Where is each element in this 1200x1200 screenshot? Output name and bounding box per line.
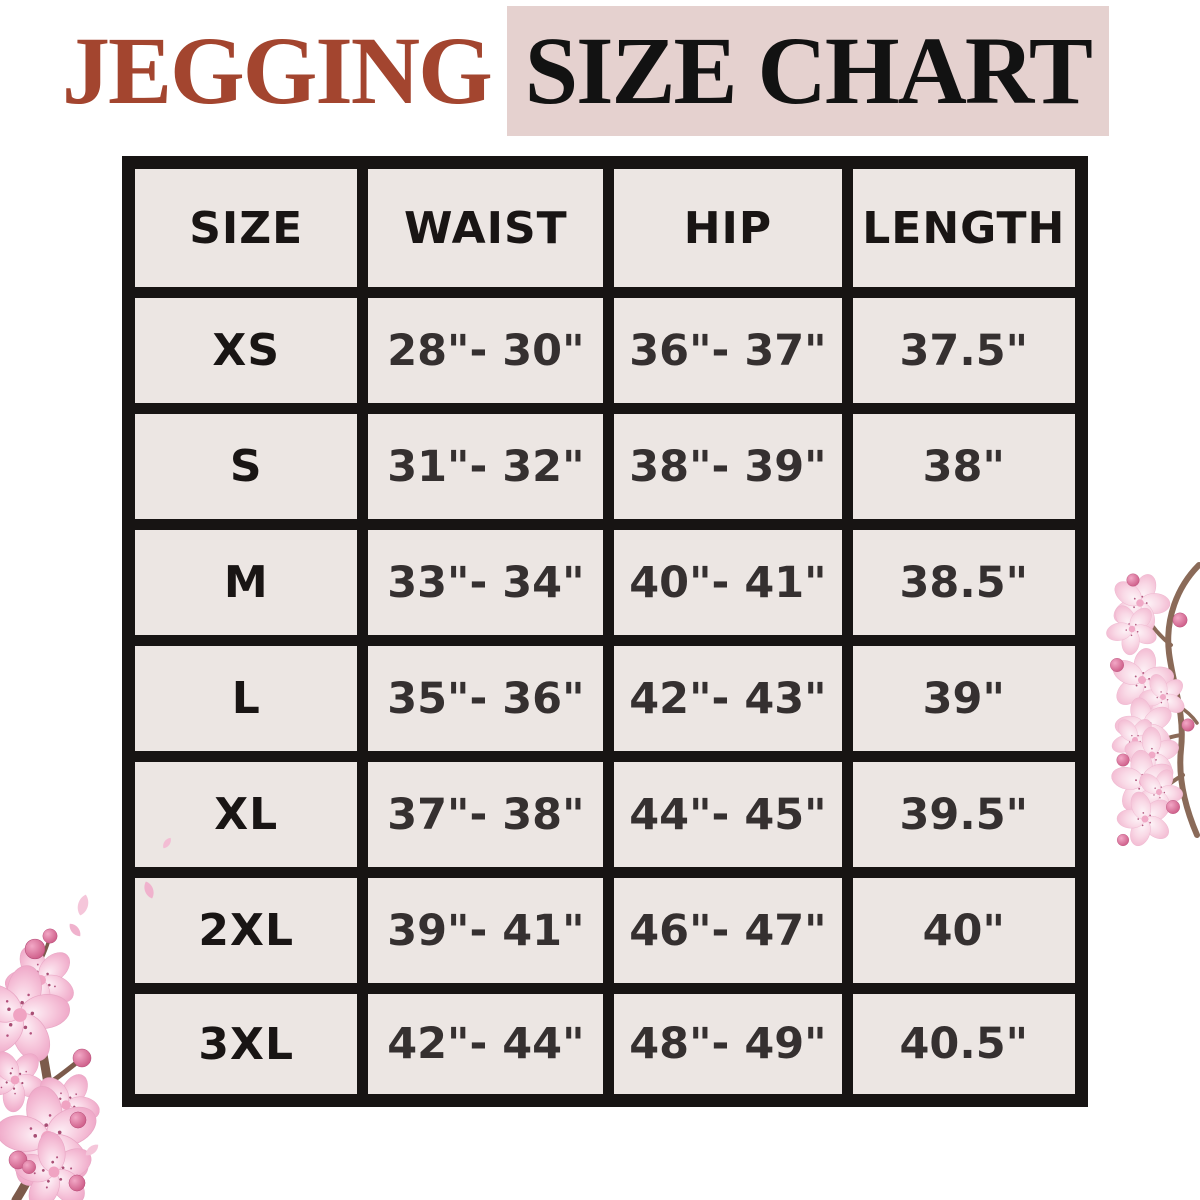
size-cell: XL: [122, 751, 369, 878]
table-row: 3XL 42"- 44" 48"- 49" 40.5": [122, 983, 1088, 1106]
length-cell: 40": [841, 867, 1088, 994]
hip-cell: 40"- 41": [603, 519, 853, 646]
waist-cell: 37"- 38": [357, 751, 615, 878]
hip-cell: 36"- 37": [603, 287, 853, 414]
waist-cell: 35"- 36": [357, 635, 615, 762]
length-cell: 39": [841, 635, 1088, 762]
waist-cell: 28"- 30": [357, 287, 615, 414]
page-title: JEGGING SIZE CHART: [62, 6, 1109, 136]
hip-cell: 46"- 47": [603, 867, 853, 994]
length-cell: 40.5": [841, 983, 1088, 1106]
column-header-length: LENGTH: [841, 157, 1088, 298]
length-cell: 38.5": [841, 519, 1088, 646]
table-row: M 33"- 34" 40"- 41" 38.5": [122, 519, 1088, 646]
size-cell: 2XL: [122, 867, 369, 994]
size-cell: L: [122, 635, 369, 762]
size-cell: S: [122, 403, 369, 530]
buds: [8, 928, 92, 1192]
flowers: [0, 930, 115, 1200]
waist-cell: 39"- 41": [357, 867, 615, 994]
length-cell: 37.5": [841, 287, 1088, 414]
waist-cell: 33"- 34": [357, 519, 615, 646]
table-row: S 31"- 32" 38"- 39" 38": [122, 403, 1088, 530]
table-row: 2XL 39"- 41" 46"- 47" 40": [122, 867, 1088, 994]
hip-cell: 48"- 49": [603, 983, 853, 1106]
title-label-box: SIZE CHART: [506, 6, 1109, 136]
table-row: XS 28"- 30" 36"- 37" 37.5": [122, 287, 1088, 414]
size-cell: M: [122, 519, 369, 646]
buds: [1110, 573, 1195, 847]
hip-cell: 42"- 43": [603, 635, 853, 762]
size-chart-label: SIZE CHART: [524, 17, 1093, 124]
header-row: SIZE WAIST HIP LENGTH: [122, 157, 1088, 298]
size-cell: XS: [122, 287, 369, 414]
table-row: L 35"- 36" 42"- 43" 39": [122, 635, 1088, 762]
table-row: XL 37"- 38" 44"- 45" 39.5": [122, 751, 1088, 878]
column-header-size: SIZE: [122, 157, 369, 298]
waist-cell: 42"- 44": [357, 983, 615, 1106]
size-cell: 3XL: [122, 983, 369, 1106]
column-header-hip: HIP: [603, 157, 853, 298]
length-cell: 38": [841, 403, 1088, 530]
column-header-waist: WAIST: [357, 157, 615, 298]
length-cell: 39.5": [841, 751, 1088, 878]
brand-text: JEGGING: [62, 17, 493, 124]
branch: [11, 935, 84, 1200]
waist-cell: 31"- 32": [357, 403, 615, 530]
flowers: [1094, 563, 1198, 860]
hip-cell: 38"- 39": [603, 403, 853, 530]
size-chart-table: SIZE WAIST HIP LENGTH XS 28"- 30" 36"- 3…: [122, 156, 1088, 1107]
cherry-blossom-right-icon: [1094, 562, 1200, 860]
branch: [1135, 562, 1200, 838]
hip-cell: 44"- 45": [603, 751, 853, 878]
